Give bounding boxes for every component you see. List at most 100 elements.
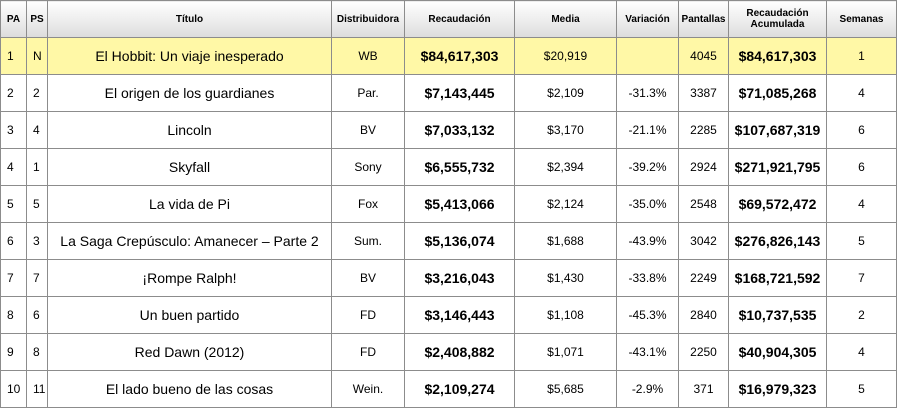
- table-row: 6 3 La Saga Crepúsculo: Amanecer – Parte…: [0, 222, 897, 260]
- cell-distribuidora: Wein.: [331, 370, 405, 408]
- cell-pa: 9: [0, 333, 27, 371]
- cell-titulo: ¡Rompe Ralph!: [47, 259, 332, 297]
- cell-pa: 6: [0, 222, 27, 260]
- cell-pa: 4: [0, 148, 27, 186]
- cell-pantallas: 3387: [678, 74, 729, 112]
- cell-semanas: 7: [826, 259, 897, 297]
- cell-acumulada: $71,085,268: [728, 74, 827, 112]
- cell-recaudacion: $6,555,732: [404, 148, 515, 186]
- header-media: Media: [514, 0, 617, 38]
- cell-semanas: 4: [826, 185, 897, 223]
- cell-recaudacion: $2,408,882: [404, 333, 515, 371]
- cell-distribuidora: Sony: [331, 148, 405, 186]
- cell-media: $20,919: [514, 37, 617, 75]
- cell-pantallas: 371: [678, 370, 729, 408]
- cell-pantallas: 2249: [678, 259, 729, 297]
- cell-recaudacion: $2,109,274: [404, 370, 515, 408]
- cell-acumulada: $107,687,319: [728, 111, 827, 149]
- cell-ps: 7: [26, 259, 48, 297]
- cell-acumulada: $168,721,592: [728, 259, 827, 297]
- cell-distribuidora: Par.: [331, 74, 405, 112]
- cell-titulo: El lado bueno de las cosas: [47, 370, 332, 408]
- cell-semanas: 6: [826, 111, 897, 149]
- cell-acumulada: $271,921,795: [728, 148, 827, 186]
- cell-variacion: -21.1%: [616, 111, 679, 149]
- cell-pa: 2: [0, 74, 27, 112]
- cell-titulo: El origen de los guardianes: [47, 74, 332, 112]
- cell-acumulada: $40,904,305: [728, 333, 827, 371]
- cell-recaudacion: $5,413,066: [404, 185, 515, 223]
- cell-recaudacion: $3,216,043: [404, 259, 515, 297]
- cell-semanas: 5: [826, 370, 897, 408]
- cell-titulo: Un buen partido: [47, 296, 332, 334]
- cell-pa: 10: [0, 370, 27, 408]
- cell-titulo: La vida de Pi: [47, 185, 332, 223]
- cell-recaudacion: $5,136,074: [404, 222, 515, 260]
- header-row: PA PS Título Distribuidora Recaudación M…: [0, 0, 897, 38]
- cell-media: $1,430: [514, 259, 617, 297]
- header-recaudacion-acumulada: Recaudación Acumulada: [728, 0, 827, 38]
- table-row: 4 1 Skyfall Sony $6,555,732 $2,394 -39.2…: [0, 148, 897, 186]
- cell-variacion: -45.3%: [616, 296, 679, 334]
- cell-ps: 11: [26, 370, 48, 408]
- cell-variacion: [616, 37, 679, 75]
- cell-media: $3,170: [514, 111, 617, 149]
- cell-ps: 1: [26, 148, 48, 186]
- header-pantallas: Pantallas: [678, 0, 729, 38]
- cell-semanas: 1: [826, 37, 897, 75]
- cell-variacion: -35.0%: [616, 185, 679, 223]
- cell-pa: 3: [0, 111, 27, 149]
- header-variacion: Variación: [616, 0, 679, 38]
- cell-titulo: Skyfall: [47, 148, 332, 186]
- cell-semanas: 5: [826, 222, 897, 260]
- cell-acumulada: $69,572,472: [728, 185, 827, 223]
- cell-media: $1,071: [514, 333, 617, 371]
- cell-distribuidora: BV: [331, 111, 405, 149]
- cell-media: $1,688: [514, 222, 617, 260]
- cell-ps: 6: [26, 296, 48, 334]
- cell-ps: 2: [26, 74, 48, 112]
- table-body: 1 N El Hobbit: Un viaje inesperado WB $8…: [0, 37, 897, 408]
- table-row: 1 N El Hobbit: Un viaje inesperado WB $8…: [0, 37, 897, 75]
- cell-pa: 8: [0, 296, 27, 334]
- cell-distribuidora: WB: [331, 37, 405, 75]
- cell-variacion: -43.9%: [616, 222, 679, 260]
- header-pa: PA: [0, 0, 27, 38]
- header-acumulada-line1: Recaudación: [746, 8, 809, 19]
- cell-media: $1,108: [514, 296, 617, 334]
- header-titulo: Título: [47, 0, 332, 38]
- cell-variacion: -43.1%: [616, 333, 679, 371]
- cell-ps: 4: [26, 111, 48, 149]
- cell-distribuidora: FD: [331, 296, 405, 334]
- cell-recaudacion: $7,033,132: [404, 111, 515, 149]
- cell-ps: 5: [26, 185, 48, 223]
- cell-pantallas: 2840: [678, 296, 729, 334]
- table-row: 3 4 Lincoln BV $7,033,132 $3,170 -21.1% …: [0, 111, 897, 149]
- cell-distribuidora: Sum.: [331, 222, 405, 260]
- table-row: 7 7 ¡Rompe Ralph! BV $3,216,043 $1,430 -…: [0, 259, 897, 297]
- header-acumulada-line2: Acumulada: [750, 19, 805, 30]
- cell-semanas: 4: [826, 333, 897, 371]
- header-distribuidora: Distribuidora: [331, 0, 405, 38]
- cell-pantallas: 2548: [678, 185, 729, 223]
- cell-titulo: El Hobbit: Un viaje inesperado: [47, 37, 332, 75]
- cell-pantallas: 3042: [678, 222, 729, 260]
- cell-ps: 8: [26, 333, 48, 371]
- cell-distribuidora: BV: [331, 259, 405, 297]
- cell-variacion: -2.9%: [616, 370, 679, 408]
- cell-recaudacion: $7,143,445: [404, 74, 515, 112]
- cell-media: $2,124: [514, 185, 617, 223]
- cell-acumulada: $16,979,323: [728, 370, 827, 408]
- cell-media: $2,394: [514, 148, 617, 186]
- header-semanas: Semanas: [826, 0, 897, 38]
- cell-acumulada: $84,617,303: [728, 37, 827, 75]
- table-row: 5 5 La vida de Pi Fox $5,413,066 $2,124 …: [0, 185, 897, 223]
- cell-media: $2,109: [514, 74, 617, 112]
- cell-ps: N: [26, 37, 48, 75]
- cell-recaudacion: $84,617,303: [404, 37, 515, 75]
- cell-variacion: -33.8%: [616, 259, 679, 297]
- header-ps: PS: [26, 0, 48, 38]
- cell-ps: 3: [26, 222, 48, 260]
- cell-titulo: Red Dawn (2012): [47, 333, 332, 371]
